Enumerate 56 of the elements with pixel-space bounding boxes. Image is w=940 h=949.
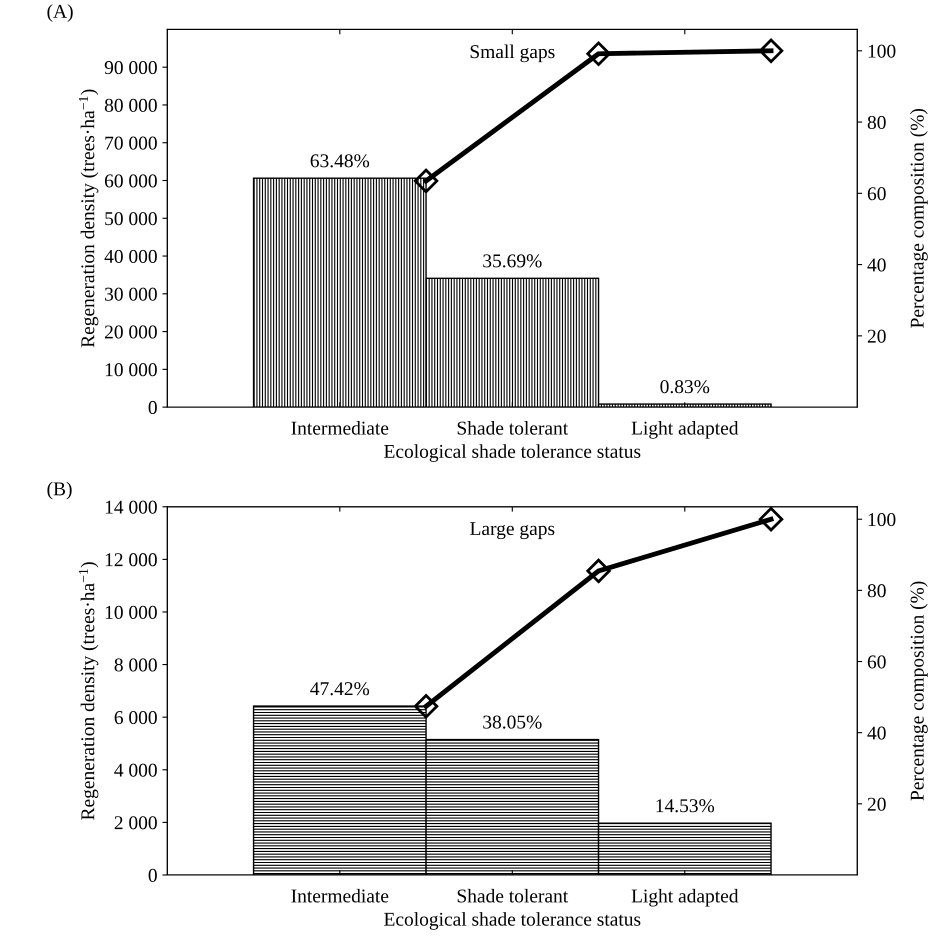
y-tick-label: 90 000: [104, 61, 157, 74]
y-tick-label: 80 000: [104, 98, 157, 112]
point: [586, 42, 611, 66]
x-tick-label: Light adapted: [632, 421, 738, 439]
y2-tick-label: 80: [868, 584, 886, 598]
annotation: 47.42%: [310, 682, 370, 696]
y-tick-label: 40 000: [104, 250, 157, 263]
text: (B): [47, 482, 72, 500]
y-tick-label: 6 000: [114, 710, 157, 724]
y-axis-title: Regeneration density (trees·ha$^{−1}$): [78, 90, 98, 348]
y-tick-label: 20 000: [104, 325, 157, 339]
annotation: 38.05%: [483, 716, 542, 729]
y-tick-label: 30 000: [105, 288, 157, 301]
y-tick-label: 50 000: [105, 212, 157, 226]
point: [758, 507, 784, 532]
x-axis-title: Ecological shade tolerance status: [384, 912, 640, 930]
y-tick-label: 4 000: [114, 764, 157, 777]
y2-axis-title: Percentage composition (%): [910, 108, 928, 328]
x-tick-label: Intermediate: [291, 888, 388, 903]
annotation: Large gaps: [470, 522, 554, 540]
y-tick-label: 10 000: [106, 363, 157, 376]
y-tick-label: 8 000: [114, 658, 157, 672]
y-tick-label: 70 000: [105, 136, 157, 150]
y2-axis-title: Percentage composition (%): [910, 582, 928, 800]
y-tick-label: 10 000: [106, 606, 157, 619]
y2-tick-label: 40: [867, 726, 886, 740]
y-tick-label: 0: [148, 400, 157, 414]
x-tick-label: Shade tolerant: [458, 888, 568, 903]
y-axis-title: Regeneration density (trees·ha$^{−1}$): [78, 562, 98, 820]
point: [758, 38, 784, 63]
point: [414, 694, 438, 718]
x-tick-label: Shade tolerant: [458, 421, 568, 435]
annotation: 35.69%: [483, 254, 542, 268]
y2-tick-label: 60: [868, 655, 886, 668]
y-tick-label: 60 000: [104, 174, 157, 188]
y2-tick-label: 100: [868, 513, 896, 526]
y2-tick-label: 60: [868, 187, 886, 200]
y2-tick-label: 100: [868, 44, 896, 58]
y-tick-label: 12 000: [106, 553, 157, 566]
y-tick-label: 0: [148, 868, 157, 882]
x-tick-label: Light adapted: [632, 888, 738, 907]
annotation: 0.83%: [660, 380, 710, 394]
annotation: 63.48%: [310, 154, 370, 168]
y2-tick-label: 40: [867, 258, 886, 272]
x-tick-label: Intermediate: [291, 421, 388, 435]
annotation: 14.53%: [656, 799, 714, 812]
x-axis-title: Ecological shade tolerance status: [384, 444, 640, 462]
y2-tick-label: 20: [868, 330, 886, 343]
y-tick-label: 14 000: [106, 500, 157, 514]
point: [414, 168, 438, 194]
point: [586, 558, 611, 584]
text: (A): [47, 4, 73, 22]
y2-tick-label: 20: [868, 798, 886, 811]
y-tick-label: 2 000: [114, 816, 157, 830]
annotation: Small gaps: [470, 44, 555, 62]
y2-tick-label: 80: [868, 116, 886, 129]
